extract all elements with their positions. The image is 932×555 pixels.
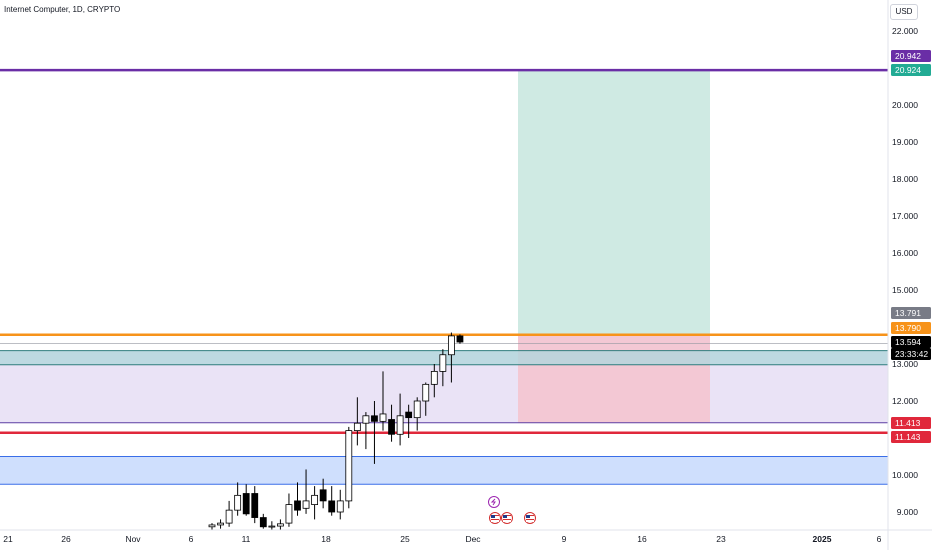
price-label: 12.000 (892, 396, 918, 406)
time-label: Dec (465, 534, 481, 544)
svg-text:23:33:42: 23:33:42 (895, 349, 928, 359)
price-label: 17.000 (892, 211, 918, 221)
price-badge: 13.594 (891, 336, 931, 348)
candle[interactable] (430, 370, 438, 385)
candle[interactable] (362, 415, 370, 424)
time-label: 6 (877, 534, 882, 544)
price-label: 19.000 (892, 137, 918, 147)
time-label: 2025 (813, 534, 832, 544)
candle[interactable] (405, 411, 413, 419)
price-label: 22.000 (892, 26, 918, 36)
candle[interactable] (242, 493, 250, 515)
candle[interactable] (225, 509, 233, 524)
time-label: 18 (321, 534, 331, 544)
candle[interactable] (208, 524, 216, 528)
svg-text:20.942: 20.942 (895, 51, 921, 61)
price-badge: 23:33:42 (891, 348, 931, 360)
svg-text:11.143: 11.143 (895, 432, 921, 442)
time-label: 26 (61, 534, 71, 544)
candle[interactable] (276, 523, 284, 527)
time-label: 25 (400, 534, 410, 544)
price-label: 20.000 (892, 100, 918, 110)
price-label: 18.000 (892, 174, 918, 184)
time-label: 21 (3, 534, 13, 544)
svg-text:13.594: 13.594 (895, 337, 921, 347)
time-label: 6 (189, 534, 194, 544)
candle[interactable] (371, 415, 378, 422)
candle[interactable] (336, 500, 344, 513)
candle[interactable] (285, 504, 293, 524)
price-label: 15.000 (892, 285, 918, 295)
time-label: 23 (716, 534, 726, 544)
price-badge: 11.413 (891, 417, 931, 429)
price-scale[interactable] (888, 0, 932, 550)
candle[interactable] (294, 500, 301, 511)
price-badge: 13.790 (891, 322, 931, 334)
candle[interactable] (268, 525, 276, 528)
price-label: 13.000 (892, 359, 918, 369)
candle[interactable] (311, 494, 319, 506)
candle[interactable] (447, 335, 455, 356)
price-badge: 11.143 (891, 431, 931, 443)
time-label: 9 (562, 534, 567, 544)
candle[interactable] (217, 522, 224, 526)
price-label: 16.000 (892, 248, 918, 258)
candle[interactable] (259, 517, 267, 528)
candle[interactable] (251, 493, 259, 518)
candle[interactable] (422, 383, 430, 402)
price-badge: 20.924 (891, 64, 931, 76)
svg-text:11.413: 11.413 (895, 418, 921, 428)
price-badge: 20.942 (891, 50, 931, 62)
stop-zone (518, 334, 710, 423)
svg-text:13.790: 13.790 (895, 323, 921, 333)
candle[interactable] (388, 419, 395, 435)
candle[interactable] (439, 354, 447, 372)
target-zone (518, 70, 710, 335)
candle[interactable] (379, 413, 387, 422)
candle[interactable] (302, 500, 310, 509)
currency-button[interactable]: USD (890, 4, 918, 20)
candle[interactable] (396, 415, 404, 435)
dividend-icon[interactable] (488, 496, 500, 508)
time-label: 11 (242, 534, 251, 544)
price-label: 10.000 (892, 470, 918, 480)
candle[interactable] (456, 335, 464, 343)
candle[interactable] (319, 489, 327, 502)
candle[interactable] (413, 400, 421, 419)
candle[interactable] (353, 422, 361, 432)
candle[interactable] (234, 494, 242, 511)
price-label: 9.000 (897, 507, 919, 517)
time-label: 16 (637, 534, 647, 544)
us-flag-icon[interactable] (501, 512, 513, 524)
symbol-title: Internet Computer, 1D, CRYPTO (4, 5, 121, 14)
svg-text:20.924: 20.924 (895, 65, 921, 75)
blue-zone (0, 456, 888, 485)
us-flag-icon[interactable] (524, 512, 536, 524)
us-flag-icon[interactable] (489, 512, 501, 524)
candle[interactable] (328, 500, 336, 513)
candle[interactable] (345, 430, 353, 502)
svg-text:13.791: 13.791 (895, 308, 921, 318)
time-label: Nov (125, 534, 141, 544)
price-badge: 13.791 (891, 307, 931, 319)
